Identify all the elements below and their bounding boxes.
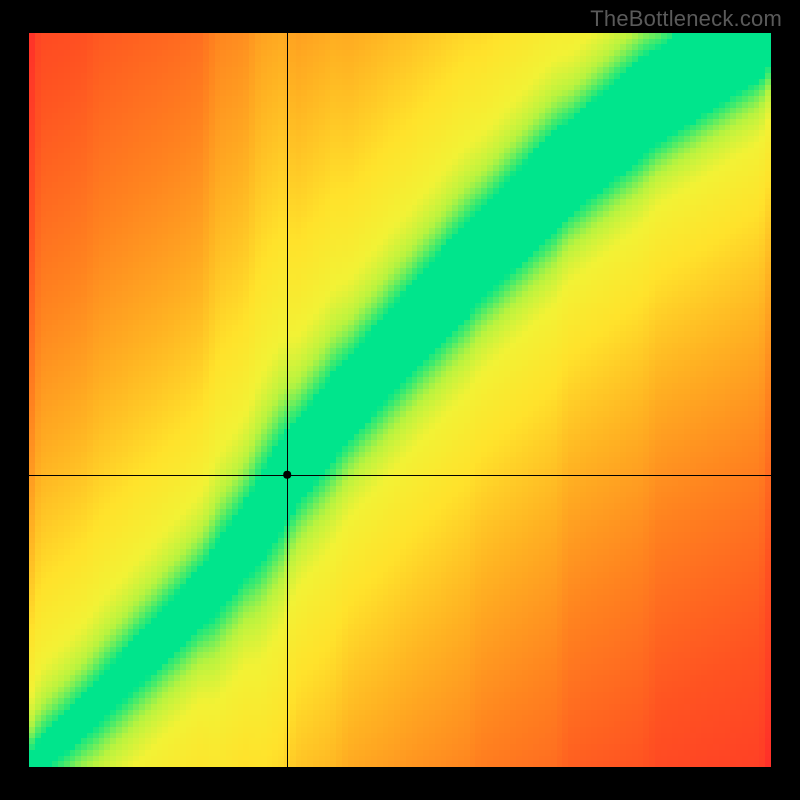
figure-container: TheBottleneck.com	[0, 0, 800, 800]
watermark-text: TheBottleneck.com	[590, 6, 782, 32]
bottleneck-heatmap-canvas	[0, 0, 800, 800]
